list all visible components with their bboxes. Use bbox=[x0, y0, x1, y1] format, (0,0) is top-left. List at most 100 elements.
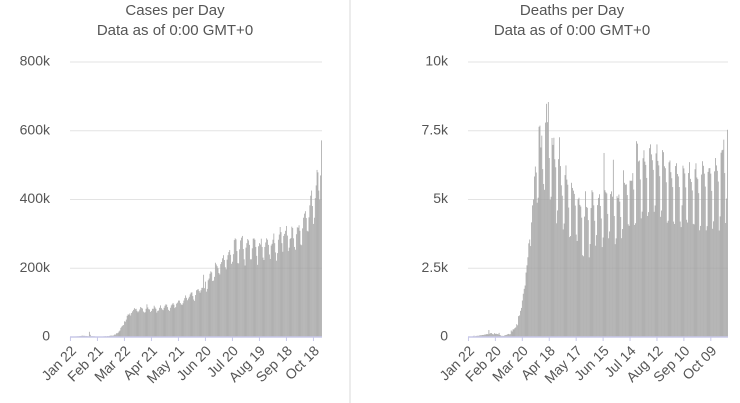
bar bbox=[716, 165, 717, 337]
bar bbox=[585, 191, 586, 337]
bar bbox=[668, 162, 670, 337]
bar bbox=[529, 239, 531, 337]
bar bbox=[697, 179, 699, 337]
bar bbox=[655, 153, 657, 337]
bar bbox=[206, 288, 208, 337]
bar bbox=[657, 160, 659, 337]
bar bbox=[597, 205, 598, 337]
bar bbox=[256, 255, 258, 337]
bar bbox=[203, 274, 205, 337]
bar bbox=[197, 289, 199, 337]
bar bbox=[588, 257, 590, 337]
bar bbox=[577, 199, 579, 337]
bar bbox=[144, 312, 146, 337]
bar bbox=[611, 191, 612, 337]
bar bbox=[237, 263, 239, 337]
bar bbox=[544, 189, 545, 337]
bar bbox=[171, 304, 173, 337]
bar bbox=[290, 238, 292, 337]
bar bbox=[565, 165, 567, 337]
bar bbox=[89, 334, 91, 337]
bar bbox=[321, 140, 322, 337]
bar bbox=[156, 312, 158, 337]
bar bbox=[186, 297, 187, 337]
bar bbox=[229, 250, 231, 337]
bar bbox=[133, 308, 135, 337]
bar bbox=[170, 305, 172, 337]
bar bbox=[167, 307, 169, 337]
bar bbox=[576, 240, 578, 337]
bar bbox=[642, 158, 644, 337]
bar bbox=[271, 243, 273, 337]
y-tick-label: 2.5k bbox=[422, 259, 449, 275]
bar bbox=[226, 259, 228, 337]
bar bbox=[255, 246, 257, 337]
bar bbox=[515, 327, 517, 337]
bar bbox=[572, 187, 573, 337]
bar bbox=[488, 330, 490, 337]
bar bbox=[482, 334, 483, 337]
bar bbox=[690, 181, 692, 337]
bar bbox=[275, 252, 277, 337]
bar bbox=[277, 253, 278, 337]
bar bbox=[313, 223, 314, 337]
bar bbox=[604, 190, 606, 337]
y-tick-label: 0 bbox=[42, 328, 50, 344]
bar bbox=[637, 143, 638, 337]
bar bbox=[187, 298, 189, 337]
bar bbox=[701, 174, 702, 337]
bar bbox=[135, 308, 137, 337]
bar bbox=[312, 206, 313, 337]
bar bbox=[188, 296, 190, 337]
bar bbox=[535, 172, 537, 337]
bar bbox=[698, 193, 700, 337]
bar bbox=[687, 222, 688, 337]
bar bbox=[263, 260, 265, 337]
bar bbox=[207, 280, 209, 337]
bar bbox=[486, 334, 488, 337]
bar bbox=[225, 269, 227, 337]
bar bbox=[274, 243, 276, 337]
bar bbox=[210, 271, 212, 337]
bar bbox=[131, 312, 133, 337]
y-tick-label: 600k bbox=[20, 121, 51, 137]
bar bbox=[580, 206, 582, 337]
bar bbox=[578, 197, 580, 337]
bar bbox=[612, 159, 614, 337]
bar bbox=[295, 249, 296, 337]
bar bbox=[516, 324, 518, 337]
bar bbox=[317, 172, 319, 337]
bar bbox=[653, 211, 655, 337]
bar bbox=[612, 196, 613, 337]
bar bbox=[603, 152, 605, 337]
bar bbox=[201, 287, 203, 337]
bar bbox=[695, 163, 697, 337]
bar bbox=[309, 205, 311, 337]
bar bbox=[598, 197, 599, 337]
bar bbox=[494, 333, 495, 337]
bar bbox=[694, 169, 696, 337]
bar bbox=[214, 262, 216, 337]
bar bbox=[187, 300, 188, 337]
bar bbox=[212, 280, 214, 337]
bar bbox=[555, 167, 557, 337]
bar bbox=[586, 207, 588, 337]
bar bbox=[651, 160, 653, 337]
bar bbox=[520, 310, 521, 337]
bar bbox=[182, 303, 184, 337]
bar bbox=[584, 216, 585, 337]
bar bbox=[223, 255, 224, 337]
bar bbox=[479, 335, 480, 337]
bar bbox=[298, 225, 300, 337]
bar bbox=[155, 308, 157, 337]
bar bbox=[507, 334, 508, 337]
bar bbox=[127, 314, 129, 337]
bar bbox=[172, 302, 174, 337]
bar bbox=[146, 304, 148, 337]
bar bbox=[314, 198, 316, 337]
bar bbox=[725, 223, 727, 337]
bar bbox=[623, 170, 624, 337]
bar bbox=[700, 225, 701, 337]
bar bbox=[557, 210, 558, 337]
bar bbox=[628, 225, 630, 337]
